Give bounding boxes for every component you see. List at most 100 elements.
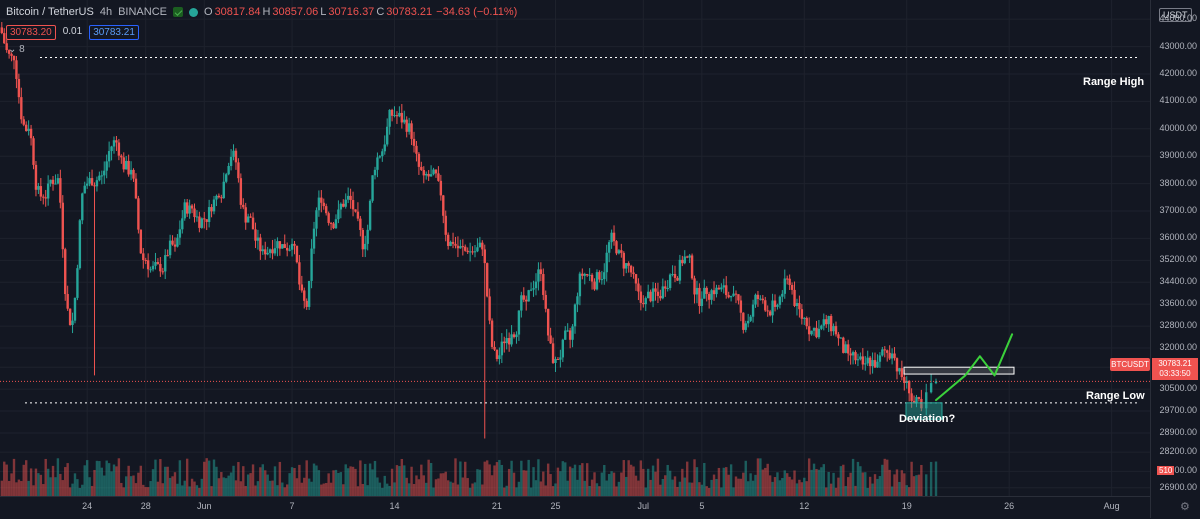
candle-body	[703, 287, 706, 299]
volume-bar	[525, 470, 528, 496]
volume-bar	[176, 483, 179, 496]
price-axis[interactable]: USDT 44000.00 43000.00 42000.00 41000.00 400…	[1150, 0, 1200, 518]
candle-body	[810, 330, 813, 335]
price-chart[interactable]	[0, 0, 1150, 496]
volume-bar	[800, 482, 804, 496]
candle-body	[620, 250, 623, 253]
candle-body	[720, 287, 723, 290]
candle-body	[581, 273, 584, 276]
indicators-toggle[interactable]: ⌄ 8	[8, 44, 25, 55]
ask-price[interactable]: 30783.21	[89, 25, 139, 40]
volume-bar	[378, 482, 382, 496]
candle-body	[639, 291, 643, 303]
candle-body	[576, 296, 579, 305]
settings-gear-icon[interactable]: ⚙	[1180, 501, 1190, 513]
bar-countdown: 03:33:50	[1159, 369, 1191, 378]
candle-body	[103, 170, 106, 176]
volume-bar	[354, 468, 357, 496]
candle-body	[83, 185, 86, 194]
volume-bar	[149, 481, 152, 496]
candle-body	[766, 310, 769, 312]
volume-bar	[617, 481, 621, 496]
candle-body	[764, 300, 767, 311]
volume-bar	[373, 460, 377, 496]
volume-bar	[717, 467, 721, 496]
symbol-title[interactable]: Bitcoin / TetherUS	[6, 6, 94, 18]
volume-bar	[144, 487, 147, 496]
candle-body	[117, 142, 121, 156]
interval-label[interactable]: 4h	[99, 6, 113, 18]
volume-bar	[790, 479, 794, 496]
volume-bar	[556, 467, 560, 496]
candle-body	[695, 287, 699, 295]
volume-bar	[249, 473, 252, 496]
candle-body	[537, 269, 540, 282]
volume-bar	[568, 466, 572, 496]
volume-bar	[81, 484, 84, 496]
volume-bar	[661, 478, 665, 496]
volume-bar	[376, 477, 379, 496]
symbol-legend: Bitcoin / TetherUS 4h BINANCE O 30817.84 H…	[6, 6, 519, 18]
volume-bar	[285, 484, 289, 496]
volume-bar	[398, 466, 401, 496]
candle-body	[822, 319, 825, 326]
candle-body	[307, 280, 311, 307]
volume-bar	[371, 469, 374, 496]
candle-body	[790, 284, 794, 290]
volume-bar	[51, 465, 55, 496]
bid-price[interactable]: 30783.20	[6, 25, 56, 40]
candle-body	[159, 263, 162, 272]
volume-bar	[761, 469, 765, 496]
candle-body	[566, 330, 569, 332]
volume-bar	[90, 485, 94, 496]
volume-bar	[385, 483, 389, 496]
volume-bar	[303, 477, 306, 496]
candle-body	[737, 294, 740, 301]
volume-bar	[788, 476, 791, 496]
volume-bar	[727, 474, 730, 496]
volume-bar	[195, 485, 199, 496]
volume-bar	[442, 473, 445, 496]
candle-body	[220, 197, 223, 199]
candle-body	[607, 242, 611, 253]
candle-body	[12, 55, 16, 61]
candle-body	[849, 353, 852, 356]
time-axis[interactable]: 2428Jun7142125Jul5121926Aug5	[0, 496, 1150, 519]
volume-bar	[5, 464, 8, 496]
candle-body	[368, 200, 372, 230]
volume-bar	[566, 480, 569, 496]
candle-body	[851, 352, 855, 356]
candle-body	[139, 229, 143, 254]
candle-body	[812, 327, 816, 331]
volume-bar	[342, 484, 345, 496]
volume-bar	[412, 483, 416, 496]
candle-body	[185, 202, 189, 214]
volume-bar	[773, 477, 777, 496]
candle-body	[51, 179, 55, 185]
candle-body	[132, 169, 135, 179]
candle-body	[71, 320, 74, 325]
currency-button[interactable]: USDT	[1159, 8, 1192, 22]
candle-body	[154, 262, 157, 266]
volume-bar	[381, 487, 384, 496]
candle-body	[198, 216, 201, 228]
price-tick-label: 34400.00	[1159, 276, 1197, 287]
price-tick-label: 36000.00	[1159, 232, 1197, 243]
candle-body	[586, 274, 589, 276]
ohlc-value: 30817.84	[214, 6, 261, 18]
candle-body	[734, 293, 738, 295]
volume-bar	[632, 466, 635, 496]
volume-bar	[600, 472, 604, 496]
volume-bar	[329, 482, 333, 496]
candle-body	[664, 286, 667, 289]
candle-body	[385, 126, 389, 145]
candle-body	[171, 240, 174, 245]
candle-body	[361, 229, 364, 250]
candle-body	[646, 291, 650, 299]
volume-bar	[244, 485, 247, 496]
candle-body	[690, 255, 694, 279]
volume-bar	[368, 463, 372, 496]
volume-bar	[271, 480, 274, 496]
candle-body	[344, 199, 347, 207]
volume-bar	[895, 469, 899, 496]
